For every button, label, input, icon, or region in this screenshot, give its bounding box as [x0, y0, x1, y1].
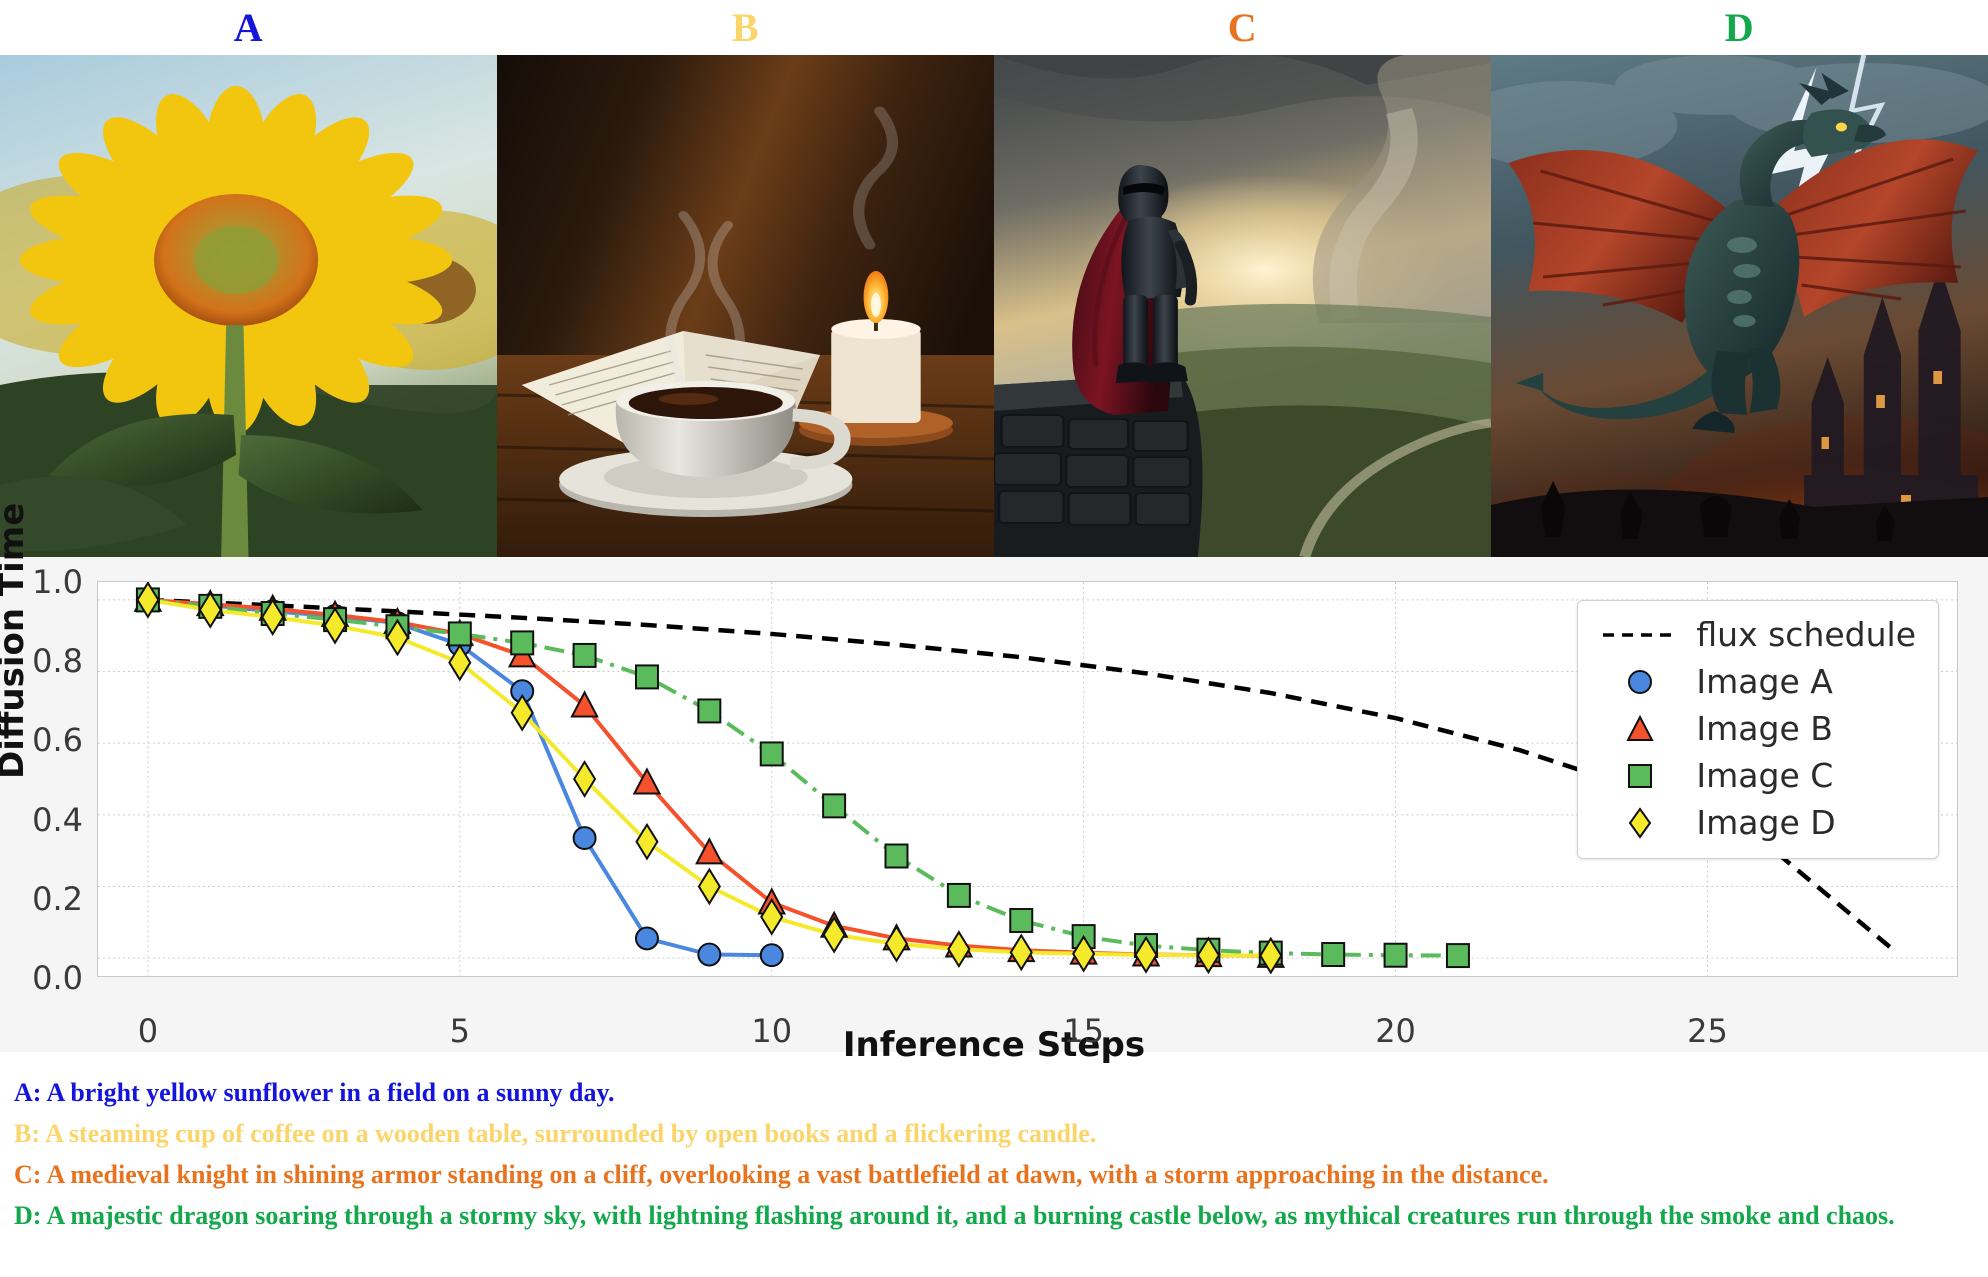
y-tick-0: 0.0: [32, 959, 83, 997]
dashed-line-icon: [1594, 628, 1686, 642]
legend-label-image-c: Image C: [1696, 756, 1834, 795]
image-panel-b: [497, 55, 994, 557]
x-tick-1: 5: [449, 1012, 470, 1050]
legend-item-image-a[interactable]: Image A: [1594, 658, 1916, 705]
chart-figure: Diffusion Time Inference Steps 0.0 0.2 0…: [0, 503, 1988, 1065]
y-tick-3: 0.6: [32, 721, 83, 760]
panel-letter-d: D: [1724, 4, 1755, 50]
y-tick-4: 0.8: [32, 642, 83, 681]
panel-letter-cell-b: B: [497, 0, 994, 55]
panel-letter-cell-c: C: [994, 0, 1491, 55]
panel-letter-c: C: [1227, 4, 1258, 50]
panel-letter-cell-a: A: [0, 0, 497, 55]
legend-label-image-b: Image B: [1696, 709, 1833, 748]
circle-marker-icon: [1594, 665, 1686, 699]
x-tick-3: 15: [1063, 1012, 1104, 1050]
image-panel-a: [0, 55, 497, 557]
x-tick-2: 10: [751, 1012, 793, 1050]
panel-letter-a: A: [233, 4, 264, 50]
legend-item-flux-schedule[interactable]: flux schedule: [1594, 611, 1916, 658]
y-tick-1: 0.2: [32, 879, 83, 918]
chart-legend[interactable]: flux schedule Image A Image B Image C: [1577, 600, 1939, 859]
x-tick-4: 20: [1375, 1012, 1416, 1050]
legend-label-flux-schedule: flux schedule: [1696, 615, 1916, 654]
legend-item-image-d[interactable]: Image D: [1594, 799, 1916, 846]
caption-d: D: A majestic dragon soaring through a s…: [14, 1200, 1895, 1230]
legend-item-image-b[interactable]: Image B: [1594, 705, 1916, 752]
image-panel-d: [1491, 55, 1988, 557]
legend-label-image-d: Image D: [1696, 803, 1836, 842]
legend-item-image-c[interactable]: Image C: [1594, 752, 1916, 799]
panel-letter-b: B: [731, 4, 760, 50]
y-tick-2: 0.4: [32, 800, 83, 839]
legend-label-image-a: Image A: [1696, 662, 1833, 701]
caption-c: C: A medieval knight in shining armor st…: [14, 1159, 1549, 1189]
panel-letter-cell-d: D: [1491, 0, 1988, 55]
y-axis-label: Diffusion Time: [0, 502, 32, 779]
panel-letter-row: A B C D: [0, 0, 1988, 55]
y-tick-5: 1.0: [32, 563, 83, 601]
image-panel-c: [994, 55, 1491, 557]
x-axis-label: Inference Steps: [842, 1025, 1146, 1065]
caption-a: A: A bright yellow sunflower in a field …: [14, 1078, 615, 1107]
plot-area: 0.0 0.2 0.4 0.6 0.8 1.0 0 5 10 15 20 25 …: [32, 563, 1958, 1050]
generated-image-strip: [0, 55, 1988, 557]
x-tick-0: 0: [137, 1012, 159, 1050]
plot-canvas: [98, 582, 1957, 976]
x-tick-5: 25: [1687, 1012, 1728, 1050]
caption-block: A: A bright yellow sunflower in a field …: [0, 1075, 1988, 1239]
square-marker-icon: [1594, 759, 1686, 793]
diamond-marker-icon: [1594, 806, 1686, 840]
triangle-marker-icon: [1594, 712, 1686, 746]
caption-b: B: A steaming cup of coffee on a wooden …: [14, 1118, 1097, 1148]
